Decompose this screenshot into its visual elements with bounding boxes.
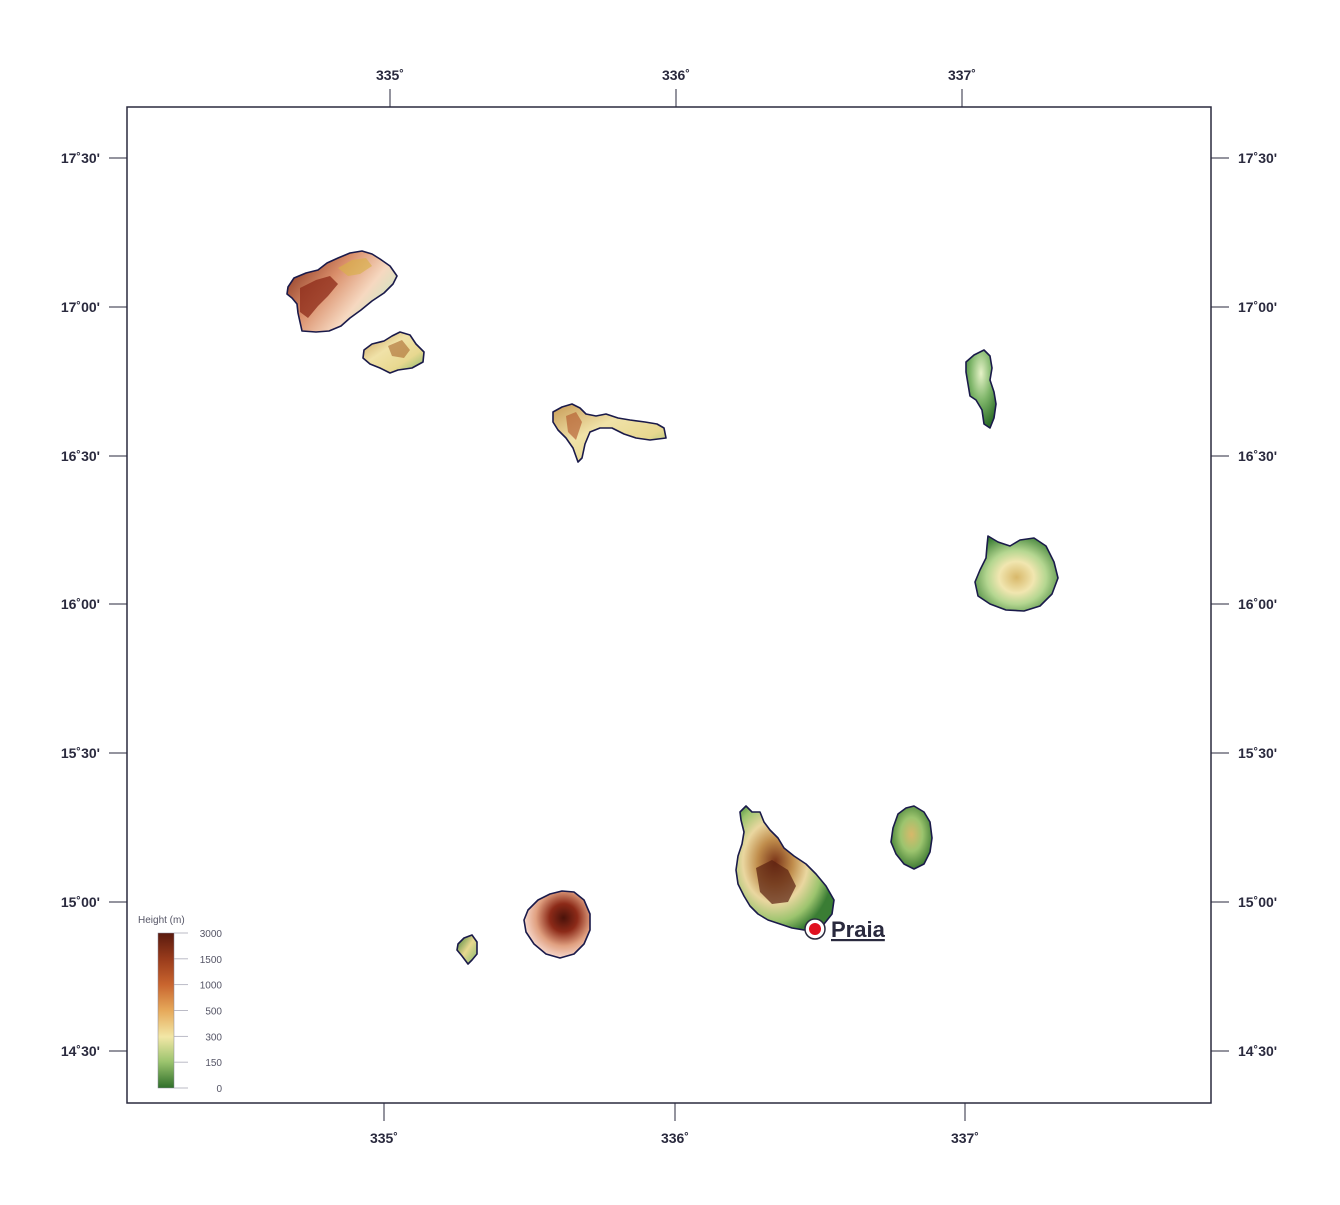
right-tick-label-17-00: 17˚00' bbox=[1238, 299, 1277, 315]
top-axis: 335˚ 336˚ 337˚ bbox=[376, 67, 976, 107]
santiago-peak bbox=[756, 860, 796, 904]
right-axis: 17˚30' 17˚00' 16˚30' 16˚00' 15˚30' 15˚00… bbox=[1211, 150, 1277, 1059]
right-tick-label-16-30: 16˚30' bbox=[1238, 448, 1277, 464]
left-tick-label-17-00: 17˚00' bbox=[61, 299, 100, 315]
island-fogo bbox=[523, 890, 591, 959]
right-tick-label-16-00: 16˚00' bbox=[1238, 596, 1277, 612]
right-tick-label-15-30: 15˚30' bbox=[1238, 745, 1277, 761]
left-tick-label-16-30: 16˚30' bbox=[61, 448, 100, 464]
legend-tick-label: 1500 bbox=[200, 955, 223, 966]
left-tick-label-15-30: 15˚30' bbox=[61, 745, 100, 761]
island-santiago bbox=[735, 805, 835, 931]
sao-vicente-relief bbox=[388, 340, 410, 358]
bottom-axis: 335˚ 336˚ 337˚ bbox=[370, 1103, 979, 1146]
bottom-tick-label-335: 335˚ bbox=[370, 1130, 398, 1146]
bottom-tick-label-337: 337˚ bbox=[951, 1130, 979, 1146]
top-tick-label-337: 337˚ bbox=[948, 67, 976, 83]
island-santo-antao bbox=[286, 250, 398, 333]
legend-colorbar bbox=[157, 932, 175, 1089]
right-tick-label-15-00: 15˚00' bbox=[1238, 894, 1277, 910]
bottom-tick-label-336: 336˚ bbox=[661, 1130, 689, 1146]
santo-antao-ridge bbox=[338, 258, 372, 276]
left-tick-label-16-00: 16˚00' bbox=[61, 596, 100, 612]
islands bbox=[286, 250, 1059, 965]
left-tick-label-15-00: 15˚00' bbox=[61, 894, 100, 910]
sao-nicolau-relief bbox=[566, 412, 582, 440]
santo-antao-peak bbox=[300, 276, 338, 318]
island-maio bbox=[890, 805, 933, 870]
legend-tick-label: 0 bbox=[216, 1084, 222, 1095]
legend-tick-label: 150 bbox=[205, 1058, 222, 1069]
right-tick-label-17-30: 17˚30' bbox=[1238, 150, 1277, 166]
island-boa-vista bbox=[974, 535, 1059, 612]
legend-tick-label: 500 bbox=[205, 1007, 222, 1018]
island-brava bbox=[456, 934, 478, 965]
top-tick-label-336: 336˚ bbox=[662, 67, 690, 83]
city-label: Praia bbox=[831, 917, 886, 942]
left-tick-label-14-30: 14˚30' bbox=[61, 1043, 100, 1059]
legend-tick-label: 300 bbox=[205, 1032, 222, 1043]
map-frame bbox=[126, 106, 1212, 1104]
top-tick-label-335: 335˚ bbox=[376, 67, 404, 83]
island-sal bbox=[965, 349, 997, 429]
legend-title: Height (m) bbox=[138, 915, 185, 926]
right-tick-label-14-30: 14˚30' bbox=[1238, 1043, 1277, 1059]
island-sao-nicolau bbox=[552, 403, 667, 463]
legend-tick-label: 3000 bbox=[200, 929, 223, 940]
city-marker-icon bbox=[809, 923, 821, 935]
left-axis: 17˚30' 17˚00' 16˚30' 16˚00' 15˚30' 15˚00… bbox=[61, 150, 127, 1059]
city-praia[interactable]: Praia bbox=[804, 917, 886, 942]
left-tick-label-17-30: 17˚30' bbox=[61, 150, 100, 166]
legend-tick-label: 1000 bbox=[200, 981, 223, 992]
